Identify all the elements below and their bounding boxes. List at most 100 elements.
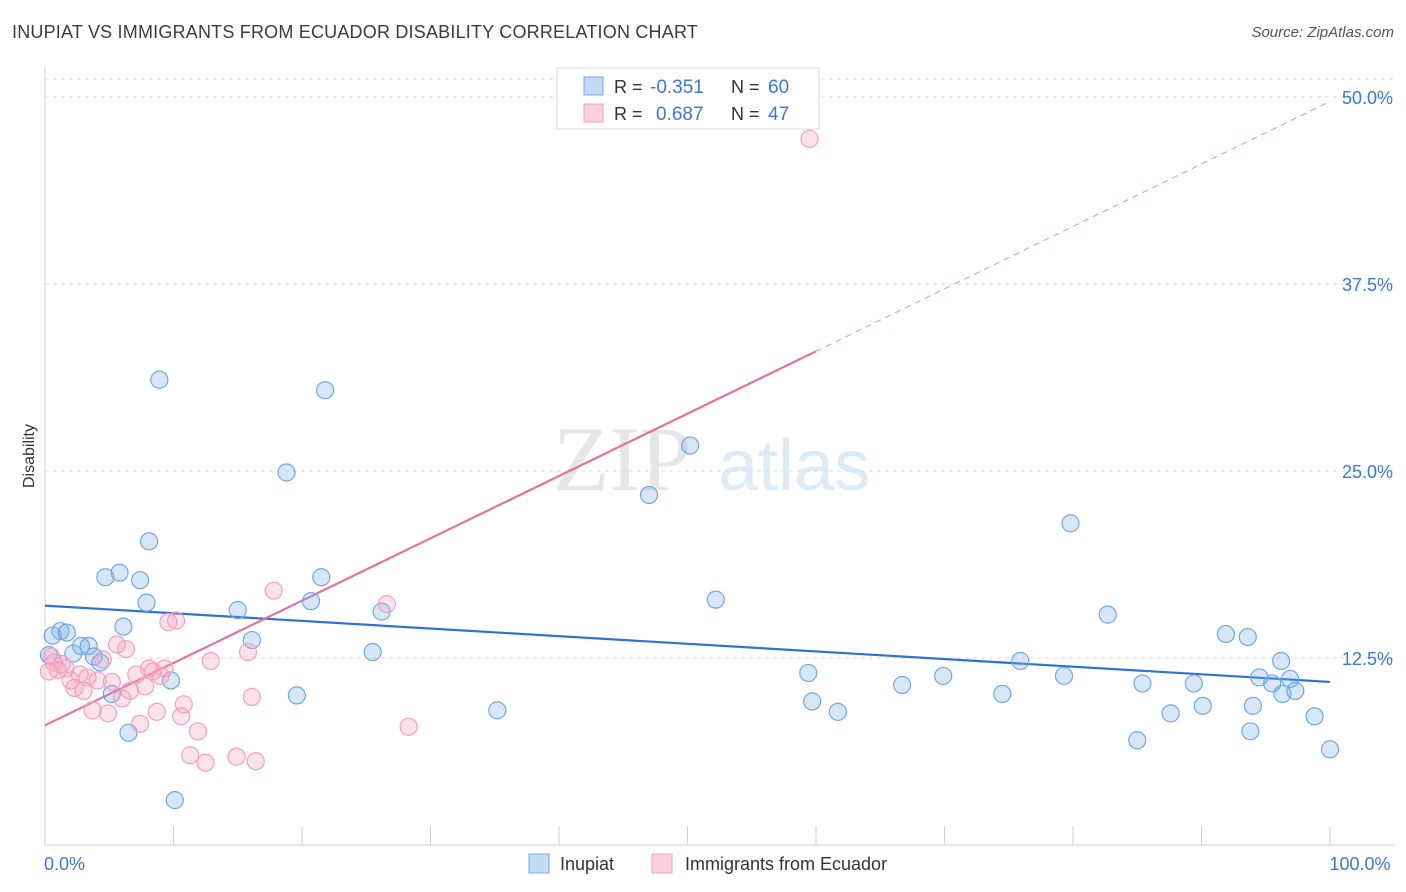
point-ecuador xyxy=(98,704,118,723)
point-inupiat xyxy=(51,621,70,641)
point-ecuador xyxy=(399,717,418,736)
point-ecuador xyxy=(172,707,191,726)
gridlines xyxy=(45,78,1395,659)
point-ecuador xyxy=(264,581,283,600)
point-ecuador xyxy=(174,695,193,714)
stats-n-label-2: N = xyxy=(731,104,760,124)
point-inupiat xyxy=(277,463,296,482)
point-inupiat xyxy=(139,532,159,551)
watermark-atlas: atlas xyxy=(718,426,870,506)
point-inupiat xyxy=(316,381,335,400)
y-tick-label: 12.5% xyxy=(1342,649,1393,669)
point-inupiat xyxy=(137,593,156,612)
point-inupiat xyxy=(803,692,822,711)
stats-r-label-1: R = xyxy=(614,77,643,97)
point-inupiat xyxy=(1061,514,1080,533)
stats-n-value-1: 60 xyxy=(768,77,789,98)
point-inupiat xyxy=(828,702,847,721)
point-inupiat xyxy=(706,590,725,609)
point-ecuador xyxy=(147,702,166,721)
point-ecuador xyxy=(130,714,150,733)
point-ecuador xyxy=(155,659,174,678)
watermark-zip: ZIP xyxy=(553,408,691,510)
point-inupiat xyxy=(488,701,507,720)
stats-swatch-ecuador xyxy=(583,103,604,123)
point-ecuador xyxy=(107,635,127,654)
stats-swatch-inupiat xyxy=(583,76,604,96)
point-ecuador xyxy=(116,639,136,659)
point-ecuador xyxy=(166,611,186,630)
point-inupiat xyxy=(1286,681,1305,701)
trend-lines xyxy=(44,101,1331,727)
source-credit: Source: ZipAtlas.com xyxy=(1251,24,1394,41)
point-inupiat xyxy=(165,791,184,810)
point-ecuador xyxy=(102,672,121,692)
point-inupiat xyxy=(228,601,247,620)
stats-r-value-1: -0.351 xyxy=(650,77,704,98)
point-inupiat xyxy=(1161,704,1180,723)
point-inupiat xyxy=(1133,674,1152,693)
point-ecuador xyxy=(93,650,112,669)
bottom-legend: Inupiat Immigrants from Ecuador xyxy=(528,853,887,874)
x-tick-label: 100.0% xyxy=(1329,854,1390,874)
point-inupiat xyxy=(639,485,659,505)
point-inupiat xyxy=(1098,605,1117,624)
point-ecuador xyxy=(88,671,107,690)
trend-line-ecuador-projected xyxy=(815,101,1331,352)
point-inupiat xyxy=(1241,722,1260,741)
point-inupiat xyxy=(96,568,115,587)
point-inupiat xyxy=(993,684,1012,704)
point-inupiat xyxy=(1054,666,1074,686)
point-ecuador xyxy=(112,689,132,708)
y-tick-label: 37.5% xyxy=(1342,275,1393,295)
point-ecuador xyxy=(227,747,246,766)
point-inupiat xyxy=(71,636,91,656)
point-inupiat xyxy=(114,617,133,636)
point-inupiat xyxy=(130,571,150,590)
point-ecuador xyxy=(159,612,178,632)
point-ecuador xyxy=(83,701,102,720)
point-inupiat xyxy=(1011,651,1030,671)
point-inupiat xyxy=(91,653,110,672)
x-tick-label: 0.0% xyxy=(44,854,85,874)
tick-labels: 12.5% 25.0% 37.5% 50.0% 0.0% 100.0% xyxy=(44,88,1393,874)
point-inupiat xyxy=(1184,674,1203,693)
y-tick-label: 25.0% xyxy=(1342,462,1393,482)
point-ecuador xyxy=(78,668,97,687)
point-inupiat xyxy=(1305,707,1324,726)
point-inupiat xyxy=(79,636,98,656)
trend-line-ecuador xyxy=(44,350,817,727)
point-inupiat xyxy=(892,675,912,695)
legend-swatch-inupiat xyxy=(528,853,550,874)
point-inupiat xyxy=(150,370,169,389)
legend-swatch-ecuador xyxy=(651,853,673,874)
point-ecuador xyxy=(181,746,200,765)
point-inupiat xyxy=(1320,740,1340,759)
y-tick-label: 50.0% xyxy=(1342,88,1393,108)
point-inupiat xyxy=(1281,669,1300,689)
point-inupiat xyxy=(799,663,818,683)
chart-title: INUPIAT VS IMMIGRANTS FROM ECUADOR DISAB… xyxy=(12,22,699,42)
point-inupiat xyxy=(1238,627,1257,647)
stats-n-value-2: 47 xyxy=(768,104,789,125)
point-inupiat xyxy=(363,642,382,662)
point-inupiat xyxy=(110,563,129,582)
point-inupiat xyxy=(312,568,331,587)
point-inupiat xyxy=(301,592,321,611)
data-points xyxy=(39,129,1340,810)
point-ecuador xyxy=(196,753,215,772)
point-ecuador xyxy=(246,752,265,771)
point-inupiat xyxy=(1128,731,1147,750)
point-inupiat xyxy=(1272,651,1291,671)
point-ecuador xyxy=(238,642,258,662)
legend-label-inupiat: Inupiat xyxy=(560,854,614,874)
trend-line-inupiat xyxy=(44,604,1331,684)
point-ecuador xyxy=(188,722,208,741)
point-inupiat xyxy=(1216,624,1236,644)
point-inupiat xyxy=(680,436,700,455)
axes xyxy=(44,67,1395,846)
stats-r-value-2: 0.687 xyxy=(656,104,704,125)
point-inupiat xyxy=(934,666,953,686)
point-ecuador xyxy=(201,651,220,671)
